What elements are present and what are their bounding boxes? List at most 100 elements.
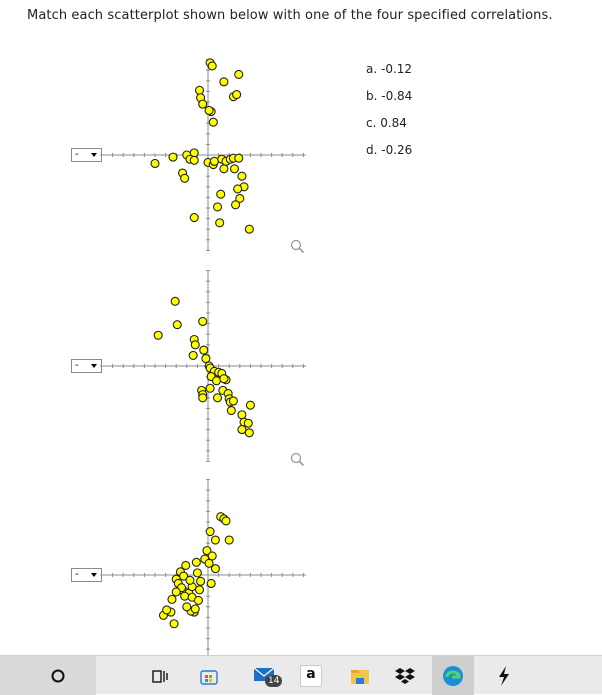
scatter-point	[198, 393, 208, 403]
scatter-point	[171, 587, 181, 597]
option-a: a. -0.12	[366, 62, 413, 76]
dropbox-icon	[395, 667, 415, 684]
scatter-point	[162, 605, 172, 615]
dropdown-plot-1-value: -	[75, 149, 79, 160]
scatter-point	[189, 212, 199, 223]
option-c: c. 0.84	[366, 116, 407, 130]
scatter-point	[219, 77, 229, 87]
scatter-point	[210, 535, 220, 545]
app-button[interactable]	[486, 656, 522, 695]
scatter-point	[191, 557, 201, 567]
scatter-point	[233, 184, 243, 194]
scatter-point	[172, 320, 182, 330]
scatter-point	[150, 158, 160, 169]
scatter-point	[204, 105, 214, 116]
scatter-point	[207, 61, 217, 71]
scatter-point	[188, 350, 198, 360]
dropdown-plot-1[interactable]: -	[71, 148, 102, 162]
correlation-options: a. -0.12 b. -0.84 c. 0.84 d. -0.26	[366, 62, 412, 170]
scatter-point	[219, 374, 229, 384]
scatter-point	[179, 571, 189, 581]
scatter-point	[194, 585, 205, 595]
scatter-point	[204, 558, 214, 568]
option-d: d. -0.26	[366, 143, 413, 157]
scatter-point	[235, 193, 245, 204]
scatter-point	[189, 155, 199, 165]
scatter-point	[206, 578, 216, 589]
magnify-icon[interactable]	[290, 452, 305, 467]
scatter-point	[167, 594, 177, 604]
axes	[100, 270, 306, 462]
amazon-icon: a	[300, 664, 322, 687]
scatter-point	[169, 619, 179, 629]
store-button[interactable]	[195, 656, 223, 695]
chevron-down-icon	[91, 153, 97, 157]
scatter-point	[202, 546, 212, 556]
scatter-point	[232, 90, 242, 100]
scatter-point	[228, 396, 238, 406]
dropdown-plot-3-value: -	[75, 569, 79, 580]
folder-icon	[351, 669, 369, 684]
scatter-point	[208, 117, 218, 127]
scatter-point	[231, 200, 241, 210]
scatter-point	[185, 575, 195, 585]
scatter-point	[192, 568, 202, 578]
scatter-point	[229, 164, 240, 174]
scatter-point	[216, 189, 226, 199]
scatter-point	[180, 173, 190, 183]
scatter-point	[182, 602, 192, 612]
scatterplots	[100, 58, 306, 655]
scatter-point	[193, 595, 204, 605]
scatter-point	[215, 218, 225, 228]
scatter-point	[219, 164, 229, 174]
chevron-down-icon	[91, 364, 97, 368]
scatter-point	[198, 316, 208, 327]
option-b: b. -0.84	[366, 89, 413, 103]
scatter-point	[209, 156, 219, 166]
scatter-point	[243, 418, 253, 428]
scatter-point	[190, 604, 200, 614]
scatterplot-3	[100, 479, 306, 655]
scatter-point	[245, 400, 255, 410]
edge-button[interactable]	[432, 656, 474, 695]
mail-button[interactable]: 14	[247, 656, 283, 695]
scatterplot-2	[100, 270, 306, 462]
lightning-icon	[499, 665, 509, 686]
dropdown-plot-2-value: -	[75, 360, 79, 371]
scatter-point	[226, 405, 236, 416]
scatter-point	[237, 171, 247, 181]
task-view-icon	[152, 669, 168, 683]
search-circle-icon	[51, 669, 65, 682]
scatter-point	[168, 152, 178, 162]
scatter-point	[190, 340, 200, 350]
magnify-icon[interactable]	[290, 239, 305, 254]
scatter-point	[237, 425, 247, 435]
scatter-point	[210, 564, 220, 574]
task-view-button[interactable]	[142, 656, 178, 695]
dropbox-button[interactable]	[389, 656, 421, 695]
dropdown-plot-2[interactable]: -	[71, 359, 102, 373]
start-button[interactable]	[0, 656, 96, 695]
taskbar: 14 a	[0, 655, 602, 695]
file-explorer-button[interactable]	[346, 656, 374, 695]
scatter-point	[199, 345, 209, 355]
scatter-point	[244, 224, 254, 234]
scatter-point	[181, 560, 191, 571]
scatter-point	[205, 526, 215, 537]
scatter-point	[234, 69, 244, 79]
chevron-down-icon	[91, 573, 97, 577]
scatter-point	[212, 393, 223, 403]
scatter-point	[212, 202, 223, 212]
instructions-text: Match each scatterplot shown below with …	[27, 8, 553, 23]
scatter-point	[198, 99, 208, 109]
scatter-point	[237, 410, 247, 420]
scatterplot-1	[100, 58, 306, 251]
mail-badge: 14	[265, 675, 283, 687]
amazon-button[interactable]: a	[298, 656, 324, 695]
scatter-point	[201, 354, 211, 364]
edge-icon	[443, 665, 463, 686]
scatter-point	[211, 376, 222, 386]
scatter-point	[207, 551, 217, 561]
scatter-point	[244, 428, 254, 438]
scatter-point	[221, 516, 231, 526]
